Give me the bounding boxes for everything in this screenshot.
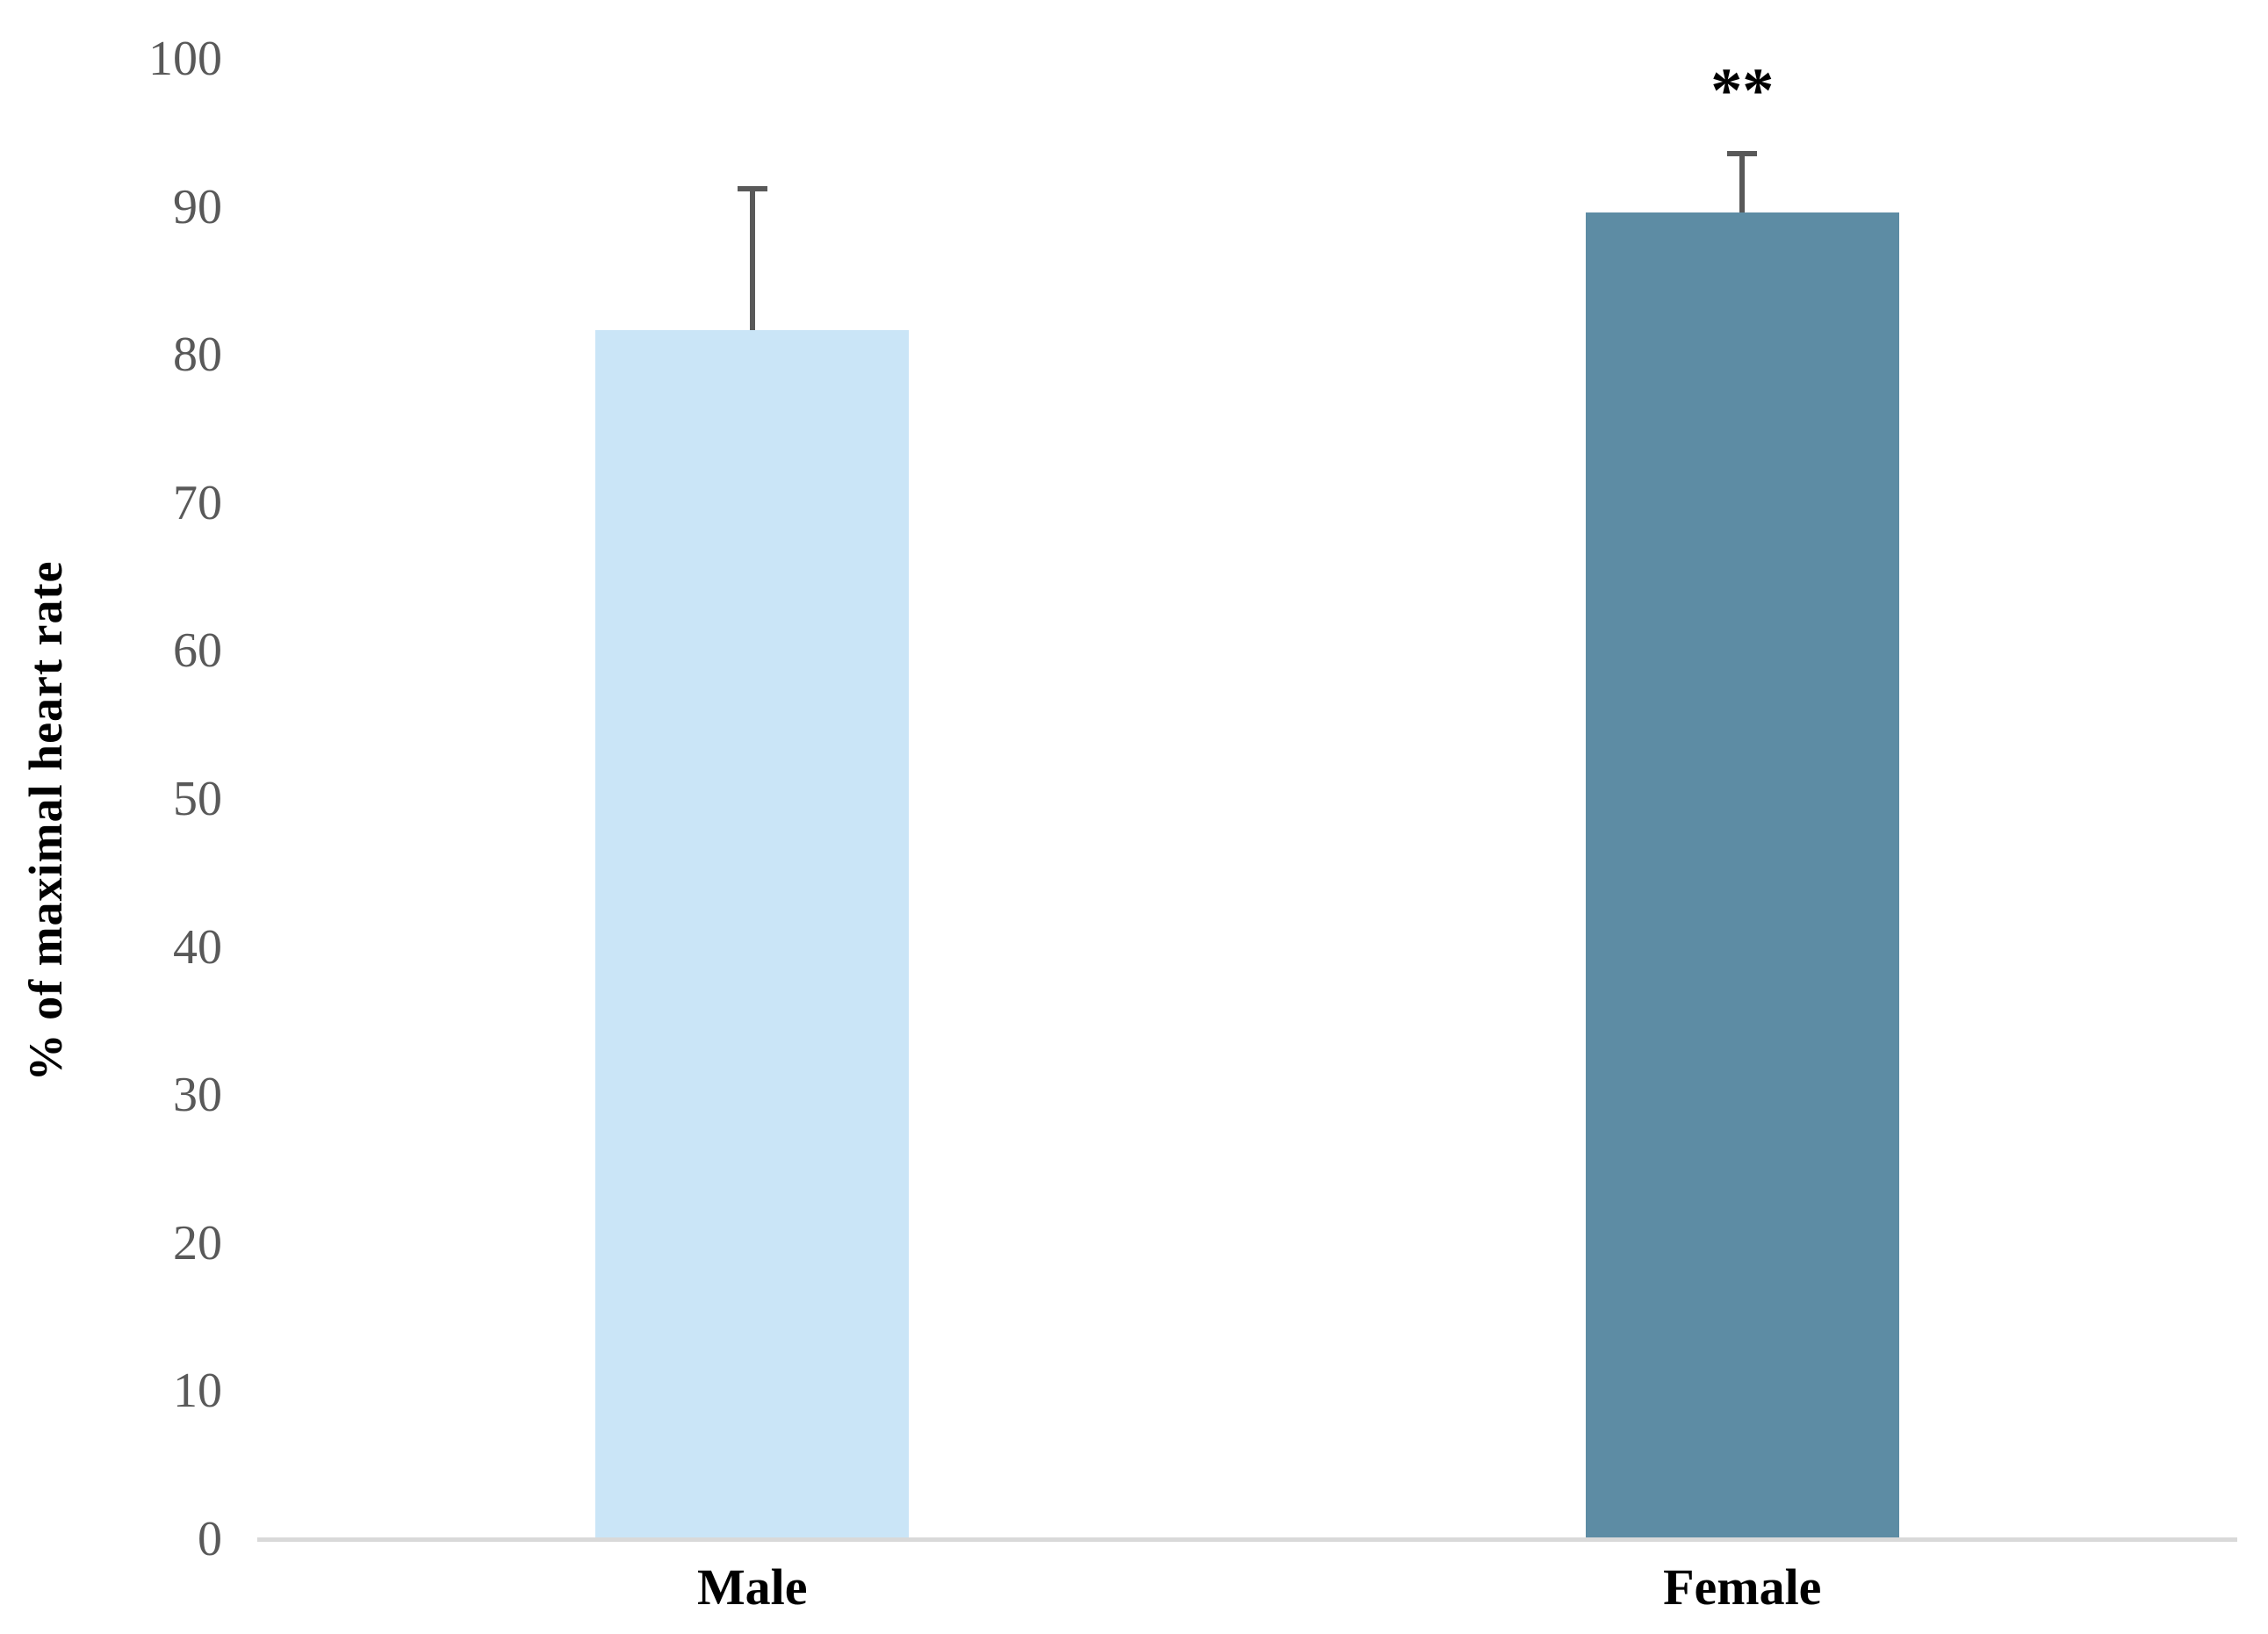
bar-female <box>1585 212 1899 1537</box>
error-bar-female <box>1739 151 1746 212</box>
y-tick-label-20: 20 <box>173 1215 222 1270</box>
y-tick-label-100: 100 <box>148 32 222 86</box>
y-tick-label-60: 60 <box>173 623 222 679</box>
y-tick-label-10: 10 <box>173 1364 222 1419</box>
y-tick-label-30: 30 <box>173 1068 222 1123</box>
x-axis-line <box>257 1537 2237 1542</box>
category-label-female: Female <box>1663 1558 1822 1616</box>
y-tick-label-40: 40 <box>173 919 222 975</box>
category-label-male: Male <box>696 1558 808 1616</box>
y-tick-label-0: 0 <box>198 1512 222 1566</box>
y-tick-label-70: 70 <box>173 475 222 530</box>
error-bar-cap-male <box>737 186 767 191</box>
bar-male <box>595 330 910 1537</box>
y-tick-label-90: 90 <box>173 179 222 234</box>
significance-marker-female: ** <box>1710 55 1775 126</box>
y-tick-label-50: 50 <box>173 772 222 826</box>
y-tick-label-80: 80 <box>173 328 222 383</box>
error-bar-male <box>749 186 755 330</box>
error-bar-cap-female <box>1727 151 1758 156</box>
